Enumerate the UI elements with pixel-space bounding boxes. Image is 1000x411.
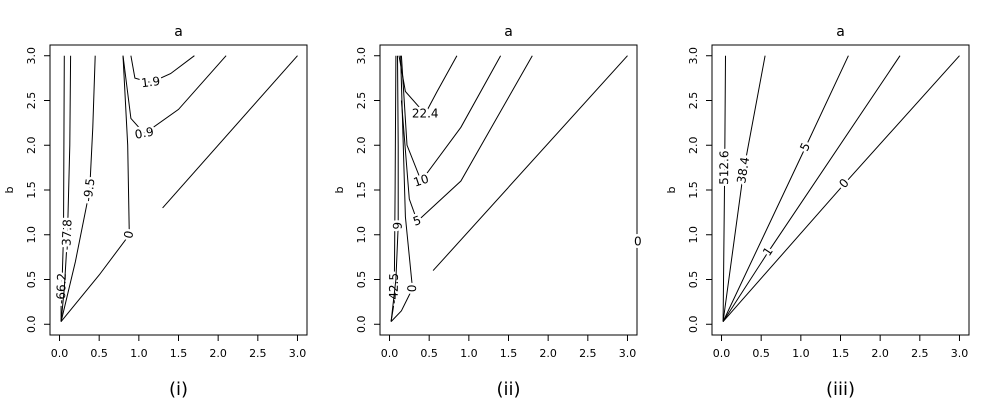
y-tick-label: 1.5 (355, 181, 368, 199)
x-tick-label: 0.0 (381, 347, 399, 360)
y-tick-label: 0.5 (25, 271, 38, 289)
y-tick-label: 2.0 (25, 136, 38, 154)
y-tick-label: 3.0 (25, 47, 38, 64)
y-tick-label: 1.0 (355, 226, 368, 244)
contour-label: -42.5 (387, 273, 401, 304)
x-tick-label: 1.0 (792, 347, 810, 360)
contour-line (162, 55, 298, 209)
contour-label: 0 (121, 229, 136, 239)
y-axis-label: b (3, 186, 16, 193)
x-tick-label: 1.0 (130, 347, 148, 360)
panel-caption: (iii) (826, 379, 855, 400)
x-tick-label: 3.0 (289, 347, 307, 360)
contour-line (130, 55, 195, 84)
x-tick-label: 1.5 (500, 347, 518, 360)
y-tick-label: 0.0 (25, 316, 38, 334)
y-tick-label: 3.0 (355, 47, 368, 64)
contour-label: 0 (634, 234, 642, 248)
x-tick-label: 1.5 (170, 347, 188, 360)
x-tick-label: 1.0 (460, 347, 478, 360)
contour-line (722, 55, 766, 322)
y-tick-label: 2.0 (355, 136, 368, 154)
contour-line (60, 55, 65, 322)
x-tick-label: 0.5 (752, 347, 770, 360)
contour-line (390, 55, 399, 322)
contour-line (398, 55, 458, 115)
contour-line (60, 55, 130, 322)
y-tick-label: 2.5 (355, 92, 368, 110)
contour-label: 9 (391, 222, 405, 230)
contour-label: 10 (412, 172, 431, 190)
y-tick-label: 2.5 (25, 92, 38, 110)
x-tick-label: 3.0 (619, 347, 637, 360)
x-tick-label: 0.0 (713, 347, 731, 360)
contour-line (400, 55, 502, 183)
contour-line (722, 55, 849, 322)
contour-line (390, 55, 414, 322)
contour-label: 22.4 (412, 106, 439, 120)
x-tick-label: 0.5 (420, 347, 438, 360)
y-axis-label: b (665, 186, 678, 193)
contour-label: 38.4 (734, 156, 752, 185)
contour-line (122, 55, 227, 135)
x-tick-label: 1.5 (832, 347, 850, 360)
x-tick-label: 2.0 (871, 347, 889, 360)
contour-line (722, 55, 901, 322)
contour-line (60, 55, 72, 322)
y-tick-label: 3.0 (687, 47, 700, 64)
x-axis-label: a (504, 24, 513, 40)
x-tick-label: 2.5 (249, 347, 267, 360)
contour-label: 5 (797, 140, 813, 153)
contour-label: 1.9 (140, 74, 161, 90)
contour-line (60, 55, 96, 322)
y-tick-label: 0.5 (355, 271, 368, 289)
contour-label: 0.9 (134, 124, 155, 141)
y-tick-label: 1.5 (687, 181, 700, 199)
x-tick-label: 2.5 (911, 347, 929, 360)
contour-line (432, 55, 628, 271)
panel-caption: (ii) (496, 379, 520, 400)
contour-label: -37.8 (59, 219, 74, 251)
contour-label: 512.6 (717, 150, 731, 184)
x-tick-label: 0.0 (51, 347, 69, 360)
y-tick-label: 2.5 (687, 92, 700, 110)
contour-label: 1 (760, 244, 776, 258)
x-tick-label: 2.5 (579, 347, 597, 360)
contour-label: -9.5 (81, 177, 98, 202)
y-tick-label: 1.0 (687, 226, 700, 244)
contour-line (400, 55, 533, 223)
y-tick-label: 0.0 (355, 316, 368, 334)
x-tick-label: 3.0 (951, 347, 969, 360)
y-axis-label: b (333, 186, 346, 193)
x-tick-label: 2.0 (209, 347, 227, 360)
contour-label: 5 (411, 213, 423, 229)
panel-caption: (i) (169, 379, 188, 400)
x-axis-label: a (836, 24, 845, 40)
contour-line (722, 55, 960, 322)
y-tick-label: 1.5 (25, 181, 38, 199)
y-tick-label: 0.5 (687, 271, 700, 289)
y-tick-label: 0.0 (687, 316, 700, 334)
x-tick-label: 2.0 (539, 347, 557, 360)
contour-line (722, 55, 726, 322)
y-tick-label: 2.0 (687, 136, 700, 154)
x-tick-label: 0.5 (90, 347, 108, 360)
contour-label: 0 (405, 284, 419, 292)
y-tick-label: 1.0 (25, 226, 38, 244)
x-axis-label: a (174, 24, 183, 40)
